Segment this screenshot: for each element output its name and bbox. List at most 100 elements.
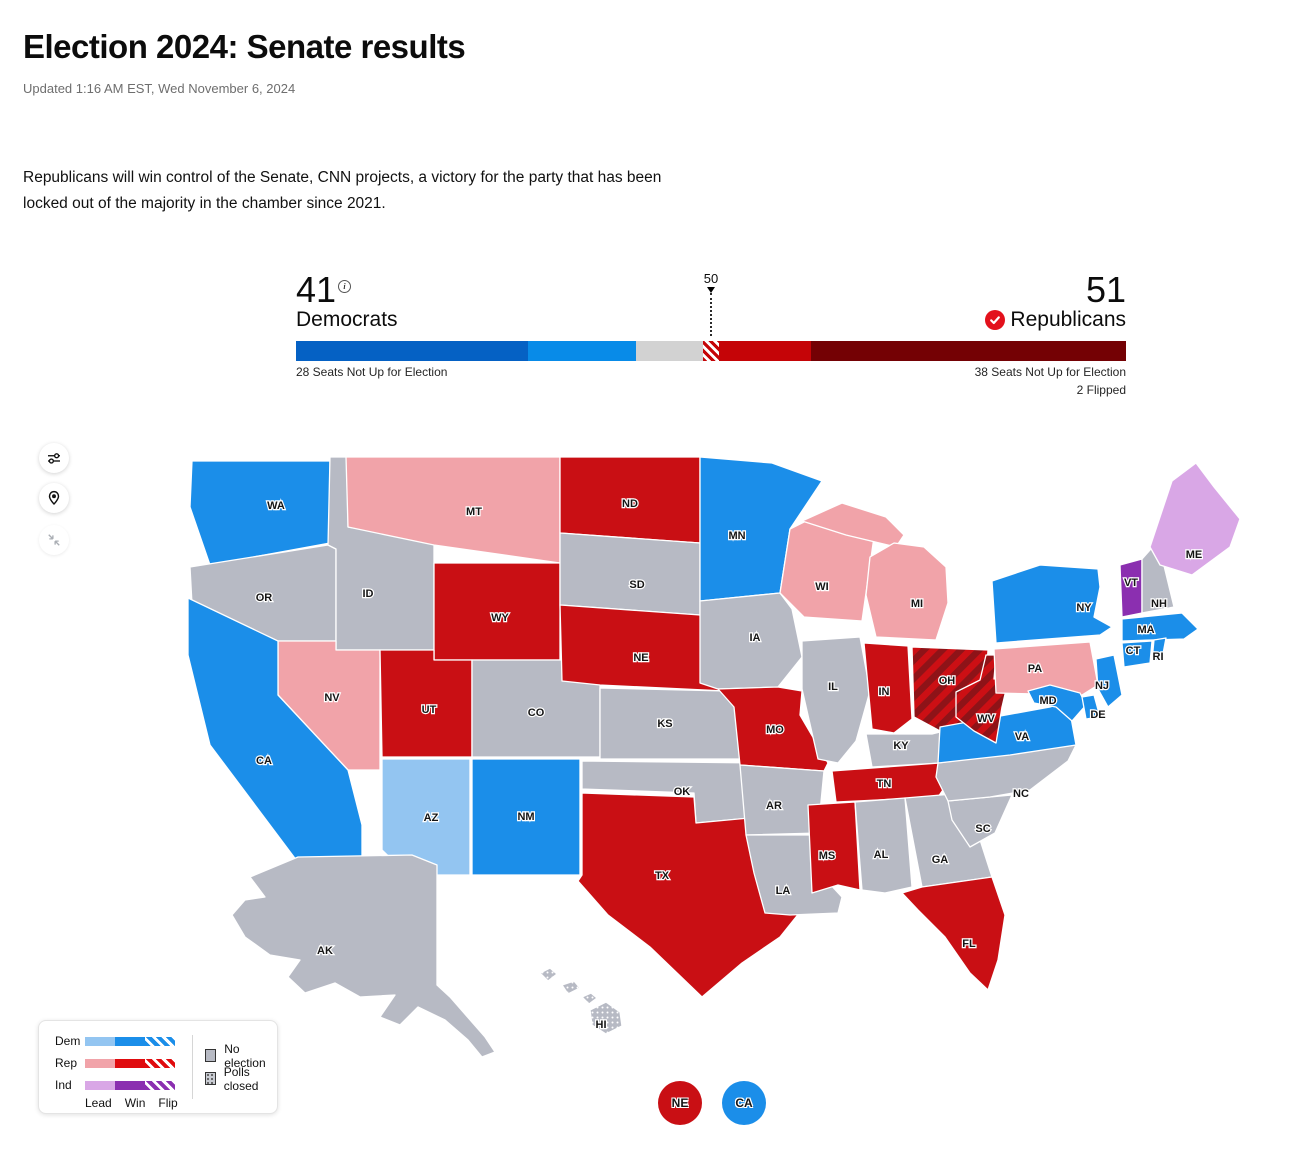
svg-text:MI: MI	[911, 598, 923, 610]
state-AL[interactable]	[854, 797, 913, 894]
svg-text:IL: IL	[828, 681, 838, 693]
state-ME[interactable]	[1149, 462, 1241, 576]
legend-col-flip: Flip	[158, 1096, 178, 1110]
legend-divider	[191, 1035, 193, 1099]
state-MI[interactable]	[865, 542, 949, 641]
map-legend: Dem Rep Ind Lead Win Flip No election Polls …	[38, 1020, 278, 1114]
state-CT[interactable]	[1121, 640, 1153, 668]
svg-text:NH: NH	[1151, 598, 1167, 610]
legend-swatch-ind	[85, 1080, 175, 1090]
svg-text:OR: OR	[256, 592, 273, 604]
map-collapse-button[interactable]	[39, 525, 69, 555]
swatch-lead	[85, 1058, 115, 1068]
state-AK[interactable]	[231, 854, 496, 1058]
svg-text:CO: CO	[528, 707, 545, 719]
majority-tick-line	[710, 293, 712, 336]
state-RI[interactable]	[1151, 637, 1167, 662]
state-CA[interactable]	[187, 597, 363, 869]
race-badge-ca[interactable]: CA	[722, 1081, 766, 1125]
svg-text:GA: GA	[932, 854, 949, 866]
state-NM[interactable]	[471, 758, 581, 876]
svg-text:CT: CT	[1126, 645, 1141, 657]
svg-text:VT: VT	[1124, 577, 1138, 589]
svg-text:WI: WI	[815, 581, 828, 593]
map-filter-button[interactable]	[39, 443, 69, 473]
swatch-win	[115, 1036, 145, 1046]
state-HI-island1[interactable]	[539, 967, 558, 982]
majority-tick-label: 50	[703, 271, 719, 286]
svg-text:NY: NY	[1076, 602, 1092, 614]
rep-flipped-note: 2 Flipped	[1076, 383, 1126, 397]
legend-col-labels: Lead Win Flip	[85, 1096, 178, 1110]
polls-closed-swatch	[204, 1072, 216, 1085]
majority-tick-arrow	[707, 287, 715, 293]
svg-text:WA: WA	[267, 500, 285, 512]
power-bar-track	[296, 341, 1126, 361]
state-MT[interactable]	[345, 456, 561, 564]
state-MO[interactable]	[717, 686, 829, 772]
legend-party-label: Ind	[55, 1078, 72, 1092]
state-HI-island2[interactable]	[561, 980, 581, 995]
svg-text:RI: RI	[1153, 651, 1164, 663]
svg-text:LA: LA	[776, 885, 791, 897]
svg-text:OH: OH	[939, 675, 956, 687]
legend-row-ind: Ind	[55, 1074, 178, 1096]
svg-text:AK: AK	[317, 945, 333, 957]
state-MA[interactable]	[1121, 612, 1199, 642]
svg-text:AZ: AZ	[424, 812, 439, 824]
state-MI-upper[interactable]	[801, 502, 905, 548]
info-icon[interactable]: i	[338, 280, 352, 293]
svg-text:ID: ID	[363, 588, 374, 600]
svg-text:WY: WY	[491, 612, 509, 624]
rep-holdover-note: 38 Seats Not Up for Election	[974, 365, 1126, 379]
map-locate-button[interactable]	[39, 483, 69, 513]
majority-marker: 50	[681, 271, 741, 336]
svg-text:SC: SC	[975, 823, 990, 835]
svg-text:UT: UT	[422, 704, 437, 716]
sliders-icon	[48, 453, 60, 464]
svg-text:DE: DE	[1090, 709, 1105, 721]
svg-text:MT: MT	[466, 506, 482, 518]
state-AZ[interactable]	[381, 758, 471, 876]
state-FL[interactable]	[901, 876, 1006, 991]
svg-text:ND: ND	[622, 498, 638, 510]
svg-text:KY: KY	[893, 740, 909, 752]
state-NJ[interactable]	[1095, 654, 1123, 708]
swatch-flip	[145, 1058, 175, 1068]
bar-segment-dem-won	[528, 341, 637, 361]
state-IN[interactable]	[863, 642, 913, 734]
page-title: Election 2024: Senate results	[23, 28, 466, 66]
no-election-label: No election	[224, 1041, 266, 1070]
state-DE[interactable]	[1081, 694, 1101, 720]
balance-of-power: 41 i Democrats 51 Republicans 50 28 Seats…	[296, 269, 1126, 397]
state-HI[interactable]	[589, 1001, 623, 1035]
svg-text:NC: NC	[1013, 788, 1029, 800]
state-MS[interactable]	[807, 801, 861, 894]
state-PA[interactable]	[993, 641, 1099, 696]
no-election-swatch	[204, 1049, 217, 1062]
state-SD[interactable]	[559, 532, 701, 616]
legend-swatch-dem	[85, 1036, 175, 1046]
state-VA[interactable]	[937, 700, 1077, 764]
map-state-labels: WA OR CA ID NV MT WY UT CO AZ NM ND SD N…	[255, 497, 1204, 1032]
legend-party-label: Dem	[55, 1034, 81, 1048]
swatch-flip	[145, 1080, 175, 1090]
legend-col-win: Win	[124, 1096, 146, 1110]
svg-text:NV: NV	[324, 692, 340, 704]
state-HI-island3[interactable]	[581, 992, 598, 1005]
svg-text:NJ: NJ	[1095, 680, 1109, 692]
winner-check-icon	[985, 310, 1006, 330]
svg-text:MA: MA	[1137, 624, 1154, 636]
us-map: WA OR CA ID NV MT WY UT CO AZ NM ND SD N…	[187, 456, 1241, 1058]
swatch-lead	[85, 1080, 115, 1090]
state-NY[interactable]	[991, 564, 1113, 644]
rep-seat-count: 51	[1085, 269, 1126, 310]
state-MD[interactable]	[1027, 684, 1087, 722]
race-badge-ne[interactable]: NE	[658, 1081, 702, 1125]
state-IL[interactable]	[801, 636, 871, 764]
collapse-icon	[48, 534, 60, 546]
svg-text:CA: CA	[256, 755, 272, 767]
dem-summary: 41 i Democrats	[296, 272, 398, 332]
svg-text:OK: OK	[674, 786, 691, 798]
legend-row-rep: Rep	[55, 1052, 178, 1074]
